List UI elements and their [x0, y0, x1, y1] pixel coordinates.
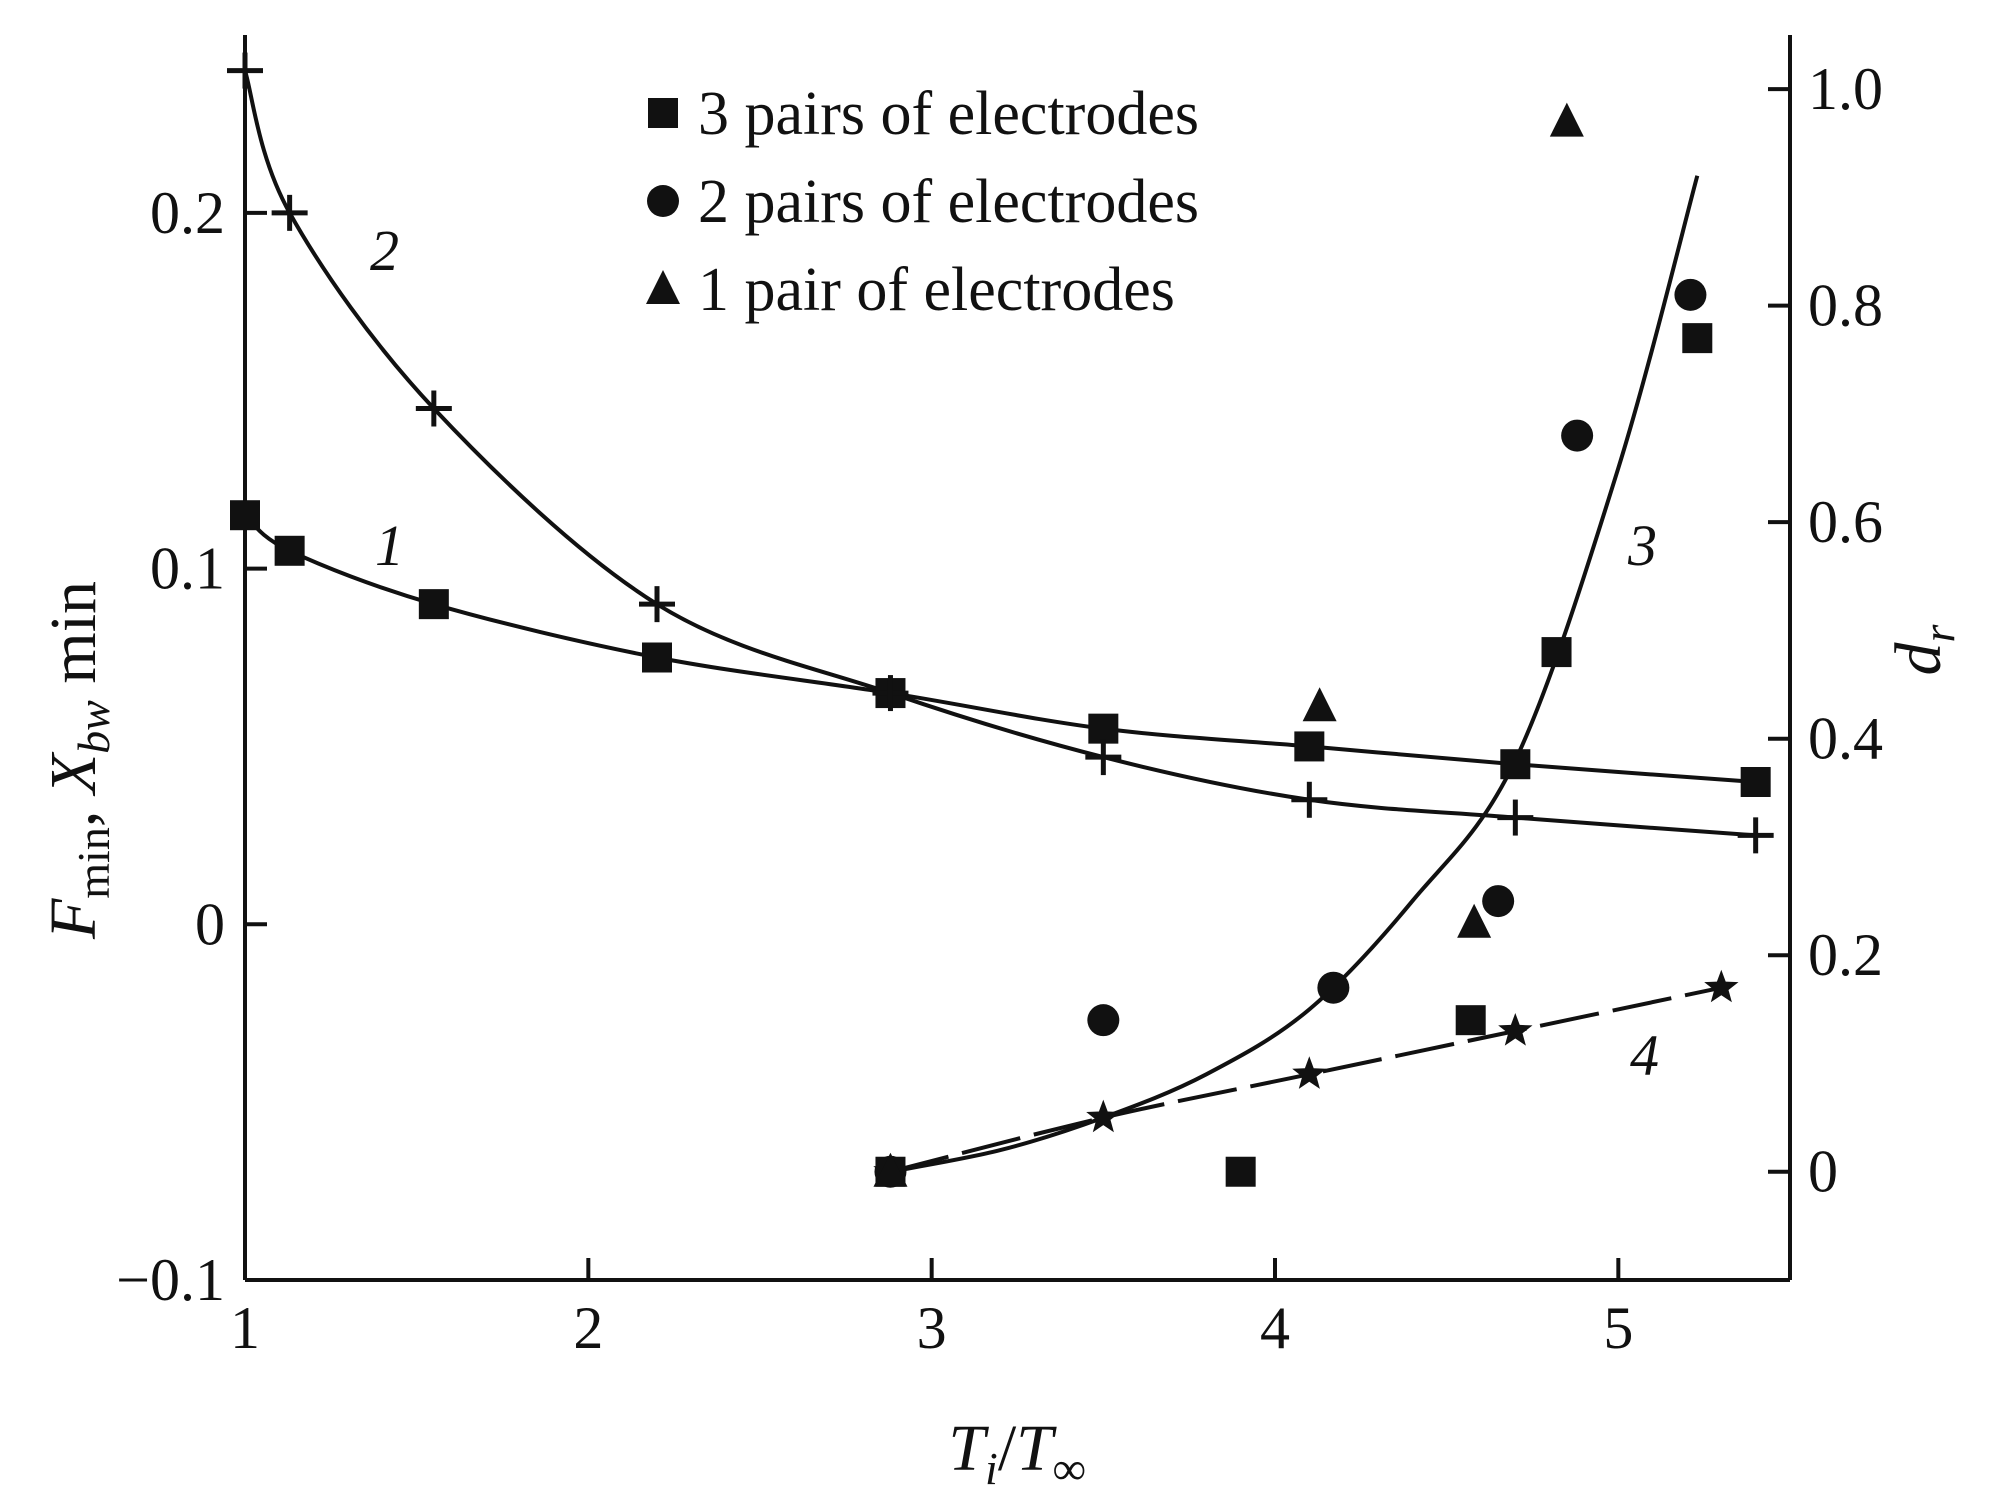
x-tick-label: 1 — [230, 1295, 260, 1361]
y-left-axis-title: Fmin, Xbw min — [37, 581, 119, 940]
curve-1-point — [1740, 767, 1771, 797]
curve-2-point — [1085, 739, 1122, 776]
curve-1-point — [1088, 713, 1119, 744]
y-left-tick-label: 0 — [195, 891, 225, 957]
curve-2-point — [271, 194, 308, 231]
y-right-tick-label: 0 — [1808, 1139, 1838, 1205]
curve-1-point — [1500, 749, 1531, 780]
curve-4-point — [1704, 969, 1739, 1003]
curve-label-4: 4 — [1630, 1023, 1659, 1088]
legend-marker-triangle — [646, 270, 680, 304]
markers-layer — [227, 52, 1774, 1188]
curve-2-point — [1737, 817, 1774, 854]
curve-1-line — [243, 513, 1756, 784]
curve-4-line — [889, 985, 1722, 1174]
x-tick-label: 2 — [573, 1295, 603, 1361]
scatter-point-square — [1225, 1156, 1256, 1187]
scatter-point-circle — [1561, 419, 1594, 452]
legend-marker-square — [648, 98, 678, 128]
curve-4-point — [1292, 1056, 1327, 1089]
legend-label: 2 pairs of electrodes — [698, 168, 1199, 236]
curve-2-point — [227, 52, 263, 89]
curve-4-point — [1086, 1099, 1121, 1133]
curve-1-point — [230, 500, 260, 531]
curve-2-point — [639, 586, 675, 623]
curve-label-1: 1 — [375, 513, 404, 578]
y-right-tick-label: 0.6 — [1808, 489, 1883, 555]
y-left-tick-label: −0.1 — [116, 1247, 225, 1313]
x-axis-title: Ti/T∞ — [948, 1412, 1085, 1494]
scatter-point-triangle — [1549, 102, 1584, 137]
legend-label: 3 pairs of electrodes — [698, 80, 1199, 148]
axis-labels: 1 2 3 4 Ti/T∞ Fmin, Xbw min dr — [37, 218, 1964, 1494]
x-tick-label: 5 — [1603, 1295, 1633, 1361]
ticks-layer: 1 2 3 4 5 −0.1 0 0.1 0.2 0 0.2 0.4 0.6 0.8 1.0 — [116, 56, 1883, 1361]
y-left-tick-label: 0.1 — [150, 536, 225, 602]
scatter-point-circle — [1087, 1004, 1120, 1037]
scatter-point-triangle — [1457, 903, 1492, 938]
curve-1-point — [1294, 731, 1325, 762]
y-right-axis-title: dr — [1882, 623, 1964, 675]
y-right-tick-label: 0.4 — [1808, 706, 1883, 772]
x-tick-label: 3 — [917, 1295, 947, 1361]
scatter-point-triangle — [873, 1152, 908, 1187]
curve-2-point — [872, 675, 909, 712]
x-tick-label: 4 — [1260, 1295, 1290, 1361]
scatter-point-circle — [1482, 885, 1515, 918]
scatter-point-square — [1682, 323, 1713, 354]
legend-label: 1 pair of electrodes — [698, 256, 1175, 324]
y-right-tick-label: 0.2 — [1808, 922, 1883, 988]
scatter-point-square — [1455, 1005, 1486, 1036]
legend-marker-circle — [647, 185, 679, 217]
y-right-tick-label: 1.0 — [1808, 56, 1883, 122]
curve-2-point — [1291, 781, 1328, 818]
curve-label-3: 3 — [1627, 513, 1657, 578]
curve-3-line — [890, 175, 1700, 1174]
scatter-point-circle — [1674, 278, 1707, 311]
curve-1-point — [274, 535, 305, 566]
curve-1-point — [418, 589, 449, 620]
curve-2-point — [415, 390, 452, 427]
scatter-point-circle — [1317, 971, 1350, 1004]
y-left-tick-label: 0.2 — [150, 180, 225, 246]
y-right-tick-label: 0.8 — [1808, 273, 1883, 339]
legend: 3 pairs of electrodes 2 pairs of electrod… — [646, 80, 1199, 324]
axes-frame — [243, 35, 1792, 1282]
scatter-point-triangle — [1302, 687, 1337, 722]
scatter-point-square — [1541, 637, 1572, 668]
curve-label-2: 2 — [370, 218, 399, 283]
curve-4-point — [1498, 1013, 1533, 1046]
curve-1-point — [642, 642, 672, 673]
curve-2-point — [1497, 799, 1534, 836]
